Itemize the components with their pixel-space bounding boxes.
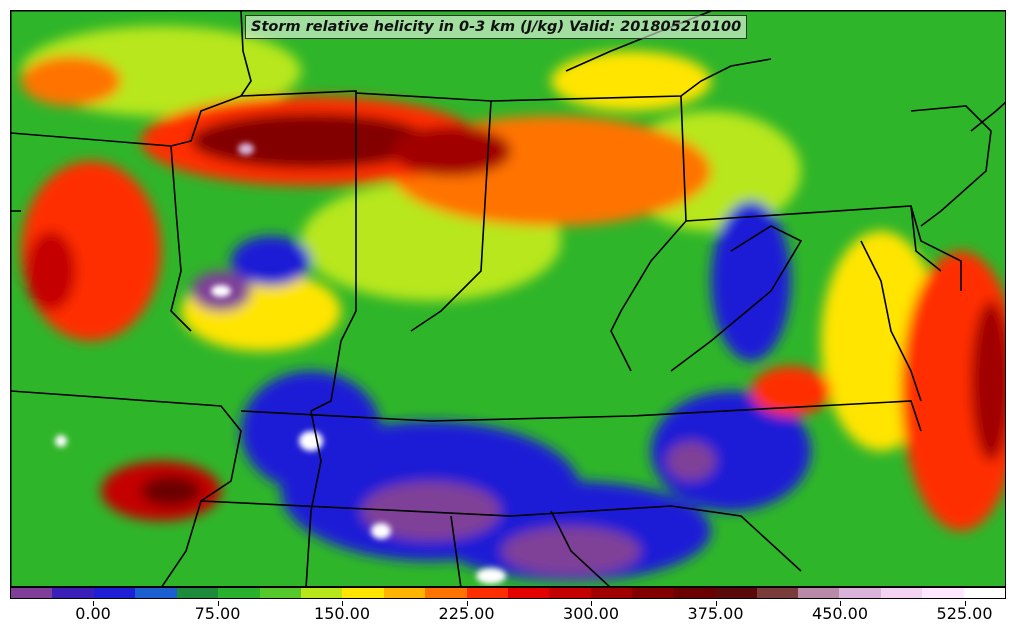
map-title: Storm relative helicity in 0-3 km (J/kg)…: [245, 15, 748, 39]
colorbar-tick-label: 450.00: [812, 604, 868, 623]
map-panel: [10, 10, 1006, 587]
colorbar-tick-label: 225.00: [438, 604, 495, 623]
colorbar-tick-label: 525.00: [936, 604, 993, 623]
colorbar-segment: [715, 588, 757, 598]
colorbar-tick-label: 300.00: [563, 604, 619, 623]
colorbar-segment: [52, 588, 94, 598]
colorbar-segment: [466, 588, 509, 598]
colorbar-labels: 0.00 75.00 150.00 225.00 300.00 375.00 450.00 5…: [10, 601, 1006, 625]
helicity-field-map: [11, 11, 1005, 586]
colorbar-tick: [715, 601, 717, 606]
colorbar-tick: [466, 601, 468, 606]
colorbar-segment: [259, 588, 301, 598]
colorbar-segment: [135, 588, 177, 598]
colorbar-tick-label: 375.00: [687, 604, 744, 623]
colorbar-tick-label: 75.00: [194, 604, 241, 623]
colorbar: [10, 587, 1006, 599]
state-boundaries: [11, 11, 1005, 586]
colorbar-segment: [549, 588, 591, 598]
colorbar-segment: [590, 588, 633, 598]
colorbar-tick: [342, 601, 343, 606]
colorbar-tick: [591, 601, 592, 606]
colorbar-segment: [93, 588, 136, 598]
colorbar-segment: [673, 588, 716, 598]
colorbar-tick: [840, 601, 841, 606]
helicity-extremes: [55, 143, 506, 584]
colorbar-tick: [217, 601, 219, 606]
colorbar-segment: [342, 588, 384, 598]
colorbar-tick-label: 0.00: [75, 604, 111, 623]
colorbar-segment: [11, 588, 53, 598]
colorbar-segment: [632, 588, 674, 598]
colorbar-segment: [508, 588, 550, 598]
colorbar-segment: [880, 588, 923, 598]
colorbar-tick: [93, 601, 94, 606]
colorbar-segment: [218, 588, 260, 598]
colorbar-tick: [964, 601, 966, 606]
colorbar-segment: [839, 588, 881, 598]
colorbar-segment: [963, 588, 1006, 598]
colorbar-segment: [383, 588, 426, 598]
colorbar-segment: [798, 588, 840, 598]
colorbar-segment: [756, 588, 799, 598]
colorbar-segment: [922, 588, 964, 598]
colorbar-segment: [176, 588, 219, 598]
colorbar-segment: [425, 588, 467, 598]
colorbar-segment: [300, 588, 343, 598]
helicity-shading: [21, 26, 1005, 581]
colorbar-tick-label: 150.00: [314, 604, 370, 623]
